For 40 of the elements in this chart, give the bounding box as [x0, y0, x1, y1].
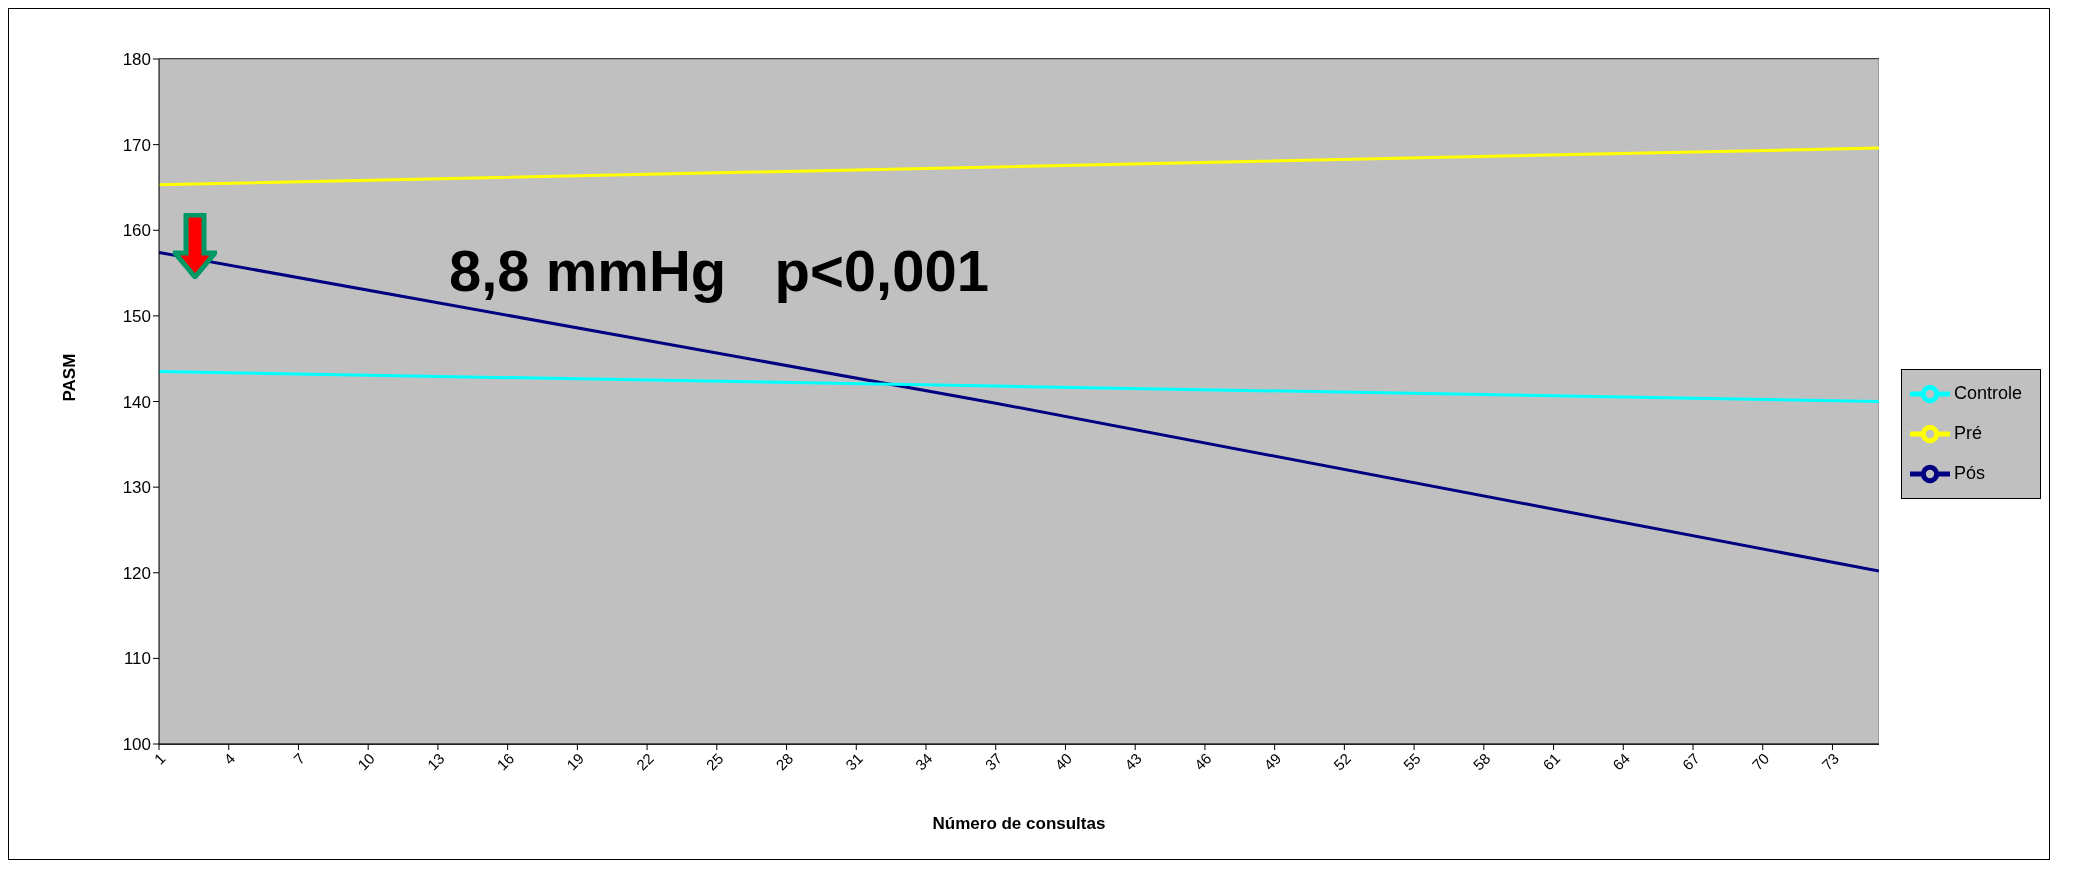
x-tick-label: 25 — [702, 749, 727, 774]
x-tick-label: 7 — [290, 749, 309, 768]
y-tick-label: 100 — [122, 735, 151, 755]
x-tick-label: 19 — [563, 749, 588, 774]
y-tick-label: 150 — [122, 306, 151, 326]
x-tick-label: 31 — [842, 749, 866, 774]
y-tick-label: 140 — [122, 392, 151, 412]
x-tick-label: 16 — [493, 749, 518, 774]
x-tick-label: 37 — [981, 749, 1006, 774]
legend-label: Controle — [1953, 382, 2022, 403]
x-tick-label: 13 — [423, 749, 448, 774]
x-tick-label: 73 — [1818, 749, 1843, 774]
y-tick-label: 130 — [122, 478, 151, 498]
x-tick-label: 4 — [220, 749, 239, 768]
x-tick-label: 52 — [1330, 749, 1355, 774]
x-tick-label: 70 — [1748, 749, 1773, 774]
x-tick-label: 49 — [1260, 749, 1285, 774]
x-tick-label: 67 — [1678, 749, 1703, 774]
annotation: 8,8 mmHg p<0,001 — [449, 237, 989, 304]
x-tick-label: 34 — [911, 749, 936, 774]
legend-label: Pós — [1953, 462, 1985, 483]
y-tick-label: 160 — [122, 221, 151, 241]
x-tick-label: 61 — [1539, 749, 1564, 774]
y-tick-label: 170 — [122, 135, 151, 155]
x-tick-label: 10 — [354, 749, 378, 774]
y-tick-label: 110 — [123, 649, 151, 669]
x-tick-label: 58 — [1469, 749, 1494, 774]
x-tick-label: 40 — [1051, 749, 1076, 774]
x-tick-label: 22 — [632, 749, 657, 774]
x-tick-label: 1 — [150, 749, 169, 768]
x-tick-label: 64 — [1609, 749, 1633, 774]
y-tick-label: 180 — [122, 50, 151, 70]
legend-label: Pré — [1953, 422, 1982, 443]
x-tick-label: 28 — [772, 749, 797, 774]
x-tick-label: 46 — [1190, 749, 1215, 774]
x-tick-label: 43 — [1121, 749, 1145, 774]
x-tick-label: 55 — [1399, 749, 1424, 774]
x-axis-title: Número de consultas — [932, 814, 1106, 833]
y-tick-label: 120 — [122, 563, 151, 583]
y-axis-title: PASM — [60, 353, 80, 402]
